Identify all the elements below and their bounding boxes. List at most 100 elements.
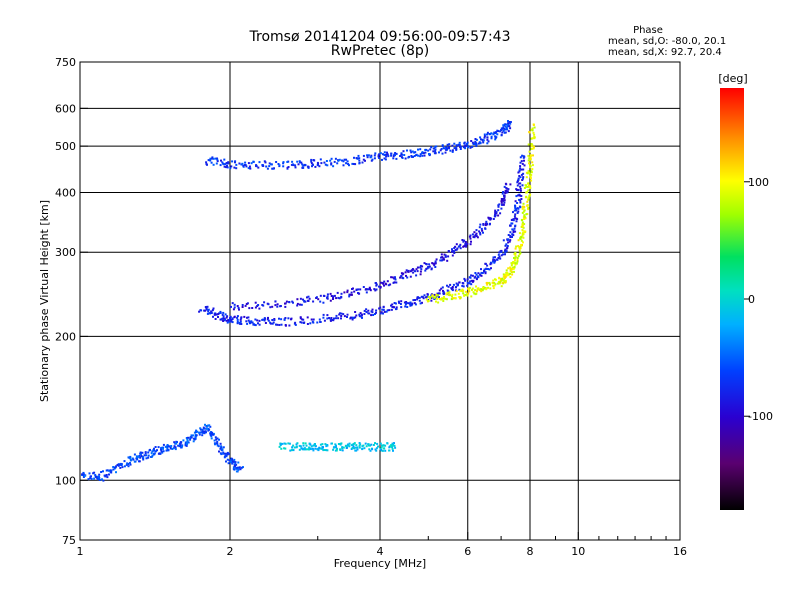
echo-point (258, 323, 261, 326)
echo-point (502, 253, 504, 256)
echo-point (499, 280, 502, 282)
echo-point (523, 205, 526, 208)
echo-point (279, 443, 282, 446)
echo-point (434, 152, 437, 155)
echo-point (532, 131, 535, 134)
echo-point (284, 305, 287, 308)
echo-point (527, 196, 530, 199)
echo-point (522, 226, 525, 229)
echo-point (292, 444, 295, 447)
echo-point (377, 154, 380, 157)
echo-point (405, 302, 408, 305)
echo-point (274, 300, 277, 303)
echo-point (509, 231, 512, 234)
echo-point (489, 133, 491, 135)
echo-point (505, 269, 508, 272)
echo-point (494, 135, 497, 138)
echo-point (264, 161, 267, 164)
echo-point (498, 255, 501, 258)
echo-point (503, 185, 506, 188)
echo-point (454, 297, 457, 300)
echo-point (220, 445, 223, 448)
echo-point (233, 166, 236, 169)
echo-point (367, 443, 370, 446)
echo-point (225, 319, 228, 322)
echo-point (302, 442, 305, 445)
echo-point (363, 313, 366, 315)
echo-point (519, 165, 522, 168)
echo-point (388, 449, 391, 452)
echo-point (130, 459, 133, 462)
echo-point (335, 449, 338, 452)
echo-point (412, 155, 414, 158)
echo-point (304, 442, 307, 445)
echo-point (210, 157, 213, 160)
echo-point (434, 260, 437, 263)
echo-point (502, 129, 505, 132)
echo-point (236, 316, 239, 319)
echo-point (307, 448, 310, 451)
echo-point (299, 161, 301, 164)
echo-point (482, 141, 485, 144)
echo-point (153, 447, 155, 450)
echo-point (393, 277, 396, 280)
echo-point (455, 144, 458, 147)
echo-point (298, 448, 301, 451)
echo-point (380, 446, 383, 449)
echo-point (337, 159, 340, 162)
echo-point (386, 309, 389, 312)
echo-point (340, 317, 342, 320)
echo-point (175, 442, 178, 445)
echo-point (428, 265, 431, 268)
echo-point (479, 136, 482, 139)
echo-point (509, 276, 512, 279)
echo-point (282, 161, 285, 164)
echo-point (469, 146, 472, 149)
echo-point (184, 444, 187, 447)
echo-point (359, 312, 362, 315)
echo-point (509, 224, 511, 227)
echo-point (210, 433, 213, 436)
echo-point (335, 446, 337, 449)
echo-point (108, 473, 110, 476)
echo-point (479, 273, 481, 276)
echo-point (419, 153, 422, 156)
echo-point (512, 218, 515, 221)
echo-point (519, 247, 522, 250)
echo-point (390, 444, 393, 447)
echo-point (475, 273, 478, 276)
echo-point (247, 316, 250, 319)
echo-point (168, 445, 171, 448)
echo-point (475, 278, 478, 281)
echo-point (415, 268, 418, 271)
echo-point (528, 172, 531, 175)
echo-point (129, 461, 131, 464)
echo-point (379, 312, 382, 315)
echo-point (506, 123, 509, 126)
echo-point (345, 158, 348, 161)
echo-point (145, 457, 148, 460)
echo-point (520, 236, 523, 239)
echo-point (480, 227, 483, 230)
echo-point (479, 223, 482, 226)
echo-point (236, 322, 239, 325)
echo-point (509, 234, 512, 237)
echo-point (180, 446, 183, 449)
echo-point (220, 453, 223, 456)
echo-point (414, 303, 417, 306)
echo-point (506, 271, 509, 274)
echo-point (211, 156, 214, 159)
echo-point (527, 198, 530, 201)
echo-point (348, 442, 351, 445)
echo-point (494, 278, 496, 281)
echo-point (308, 446, 311, 449)
echo-point (514, 224, 517, 227)
echo-point (435, 145, 438, 148)
echo-point (515, 262, 518, 265)
echo-point (446, 148, 448, 151)
echo-point (129, 455, 132, 458)
echo-point (371, 311, 374, 314)
echo-point (506, 273, 509, 276)
echo-point (529, 157, 532, 160)
